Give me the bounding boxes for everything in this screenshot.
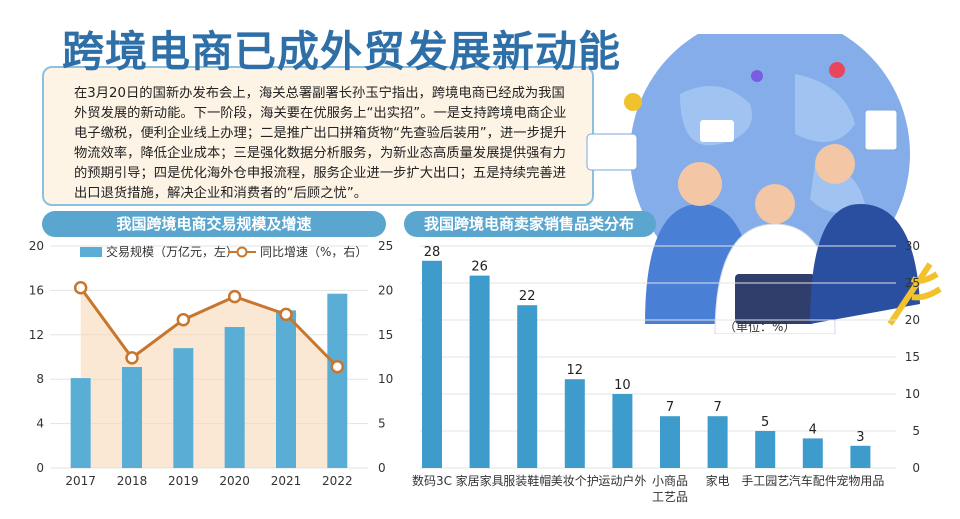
unit-label: （单位：%）: [724, 319, 795, 334]
trade-volume-bar: [70, 378, 91, 468]
growth-line: [79, 286, 339, 368]
category-value-label: 5: [761, 415, 769, 430]
category-bar: [564, 379, 585, 468]
right-ytick-label: 10: [378, 372, 393, 386]
category-bar: [850, 445, 871, 468]
intro-box: [42, 66, 594, 206]
growth-point: [227, 289, 242, 304]
left-ytick-label: 20: [29, 239, 44, 253]
right-ytick-label: 0: [378, 461, 386, 475]
legend-bar-swatch: [80, 247, 102, 257]
category-label: 服装鞋帽: [503, 473, 551, 488]
category-label: 运动户外: [598, 473, 646, 488]
growth-point: [73, 280, 88, 295]
left-ytick-label: 0: [36, 461, 44, 475]
right-chart: 0 5 10 15 20 25 30 28 数码3C 26 家居家具 22 服装鞋帽 12 美妆个护 10 运动…: [412, 239, 920, 504]
right-chart-title: 我国跨境电商卖家销售品类分布: [404, 211, 656, 237]
left-ytick-label: 4: [36, 417, 44, 431]
category-value-label: 22: [519, 289, 536, 304]
category-label: 数码3C: [412, 473, 452, 488]
category-value-label: 7: [666, 400, 674, 415]
trade-volume-bar: [122, 366, 142, 468]
category-value-label: 12: [567, 363, 584, 378]
left-chart: 0 4 8 12 16 20 0 5 10 15 20 25 2017 2018 2019 2020 2021 2…: [29, 239, 394, 488]
category-bar: [612, 394, 633, 468]
illustration: [586, 34, 942, 334]
trade-volume-bar: [327, 293, 348, 468]
category-bar: [755, 431, 776, 468]
left-xtick-label: 2018: [117, 474, 148, 488]
left-xtick-label: 2019: [168, 474, 199, 488]
right-ytick-label: 25: [378, 239, 393, 253]
trade-volume-bar: [276, 310, 296, 468]
legend-line-marker: [236, 246, 248, 258]
growth-point: [330, 360, 345, 374]
category-value-label: 10: [614, 378, 631, 393]
category-bar: [469, 275, 490, 468]
page-title: 跨境电商已成外贸发展新动能: [62, 27, 622, 76]
left-xtick-label: 2017: [65, 474, 96, 488]
category-label: 宠物用品: [836, 473, 884, 488]
left-ytick-label: 12: [29, 328, 44, 342]
trade-volume-bar: [224, 327, 245, 468]
left-xtick-label: 2021: [271, 474, 302, 488]
right-ytick-label: 5: [378, 417, 386, 431]
right-ytick-label: 0: [912, 461, 920, 475]
category-value-label: 7: [713, 400, 721, 415]
right-ytick-label: 10: [905, 387, 920, 401]
category-bar: [707, 416, 728, 468]
growth-point: [279, 307, 293, 322]
category-value-label: 3: [856, 430, 864, 445]
intro-text: 在3月20日的国新办发布会上，海关总署副署长孙玉宁指出，跨境电商已经成为我国外贸…: [74, 86, 567, 201]
growth-area: [80, 287, 338, 468]
right-ytick-label: 15: [905, 350, 920, 364]
legend-bar-label: 交易规模（万亿元，左）: [106, 244, 238, 259]
trade-volume-bar: [173, 348, 194, 468]
category-label: 美妆个护: [551, 474, 599, 488]
legend-line-label: 同比增速（%，右）: [260, 244, 367, 259]
location-pin-icon: [624, 93, 642, 111]
category-bar: [517, 305, 538, 468]
category-label: 手工园艺: [741, 474, 789, 488]
growth-point: [125, 351, 139, 365]
left-ytick-label: 16: [29, 283, 44, 297]
right-ytick-label: 20: [378, 283, 393, 297]
left-xtick-label: 2022: [322, 474, 353, 488]
category-label: 小商品: [652, 473, 688, 488]
category-bar: [802, 438, 823, 468]
category-label: 工艺品: [652, 490, 688, 504]
category-label: 家电: [706, 473, 730, 488]
right-ytick-label: 15: [378, 328, 393, 342]
category-value-label: 26: [471, 260, 488, 275]
category-bar: [660, 416, 680, 468]
right-ytick-label: 25: [905, 276, 920, 290]
right-ytick-label: 5: [912, 424, 920, 438]
right-ytick-label: 30: [905, 239, 920, 253]
category-value-label: 4: [809, 422, 817, 437]
left-chart-title: 我国跨境电商交易规模及增速: [42, 211, 386, 237]
left-ytick-label: 8: [36, 372, 44, 386]
chart-card-icon: [586, 133, 638, 171]
category-value-label: 28: [424, 245, 441, 260]
category-label: 汽车配件: [789, 473, 837, 488]
right-ytick-label: 20: [905, 313, 920, 327]
category-label: 家居家具: [456, 473, 504, 488]
category-bar: [422, 260, 442, 468]
left-xtick-label: 2020: [219, 474, 250, 488]
growth-point: [176, 312, 191, 327]
